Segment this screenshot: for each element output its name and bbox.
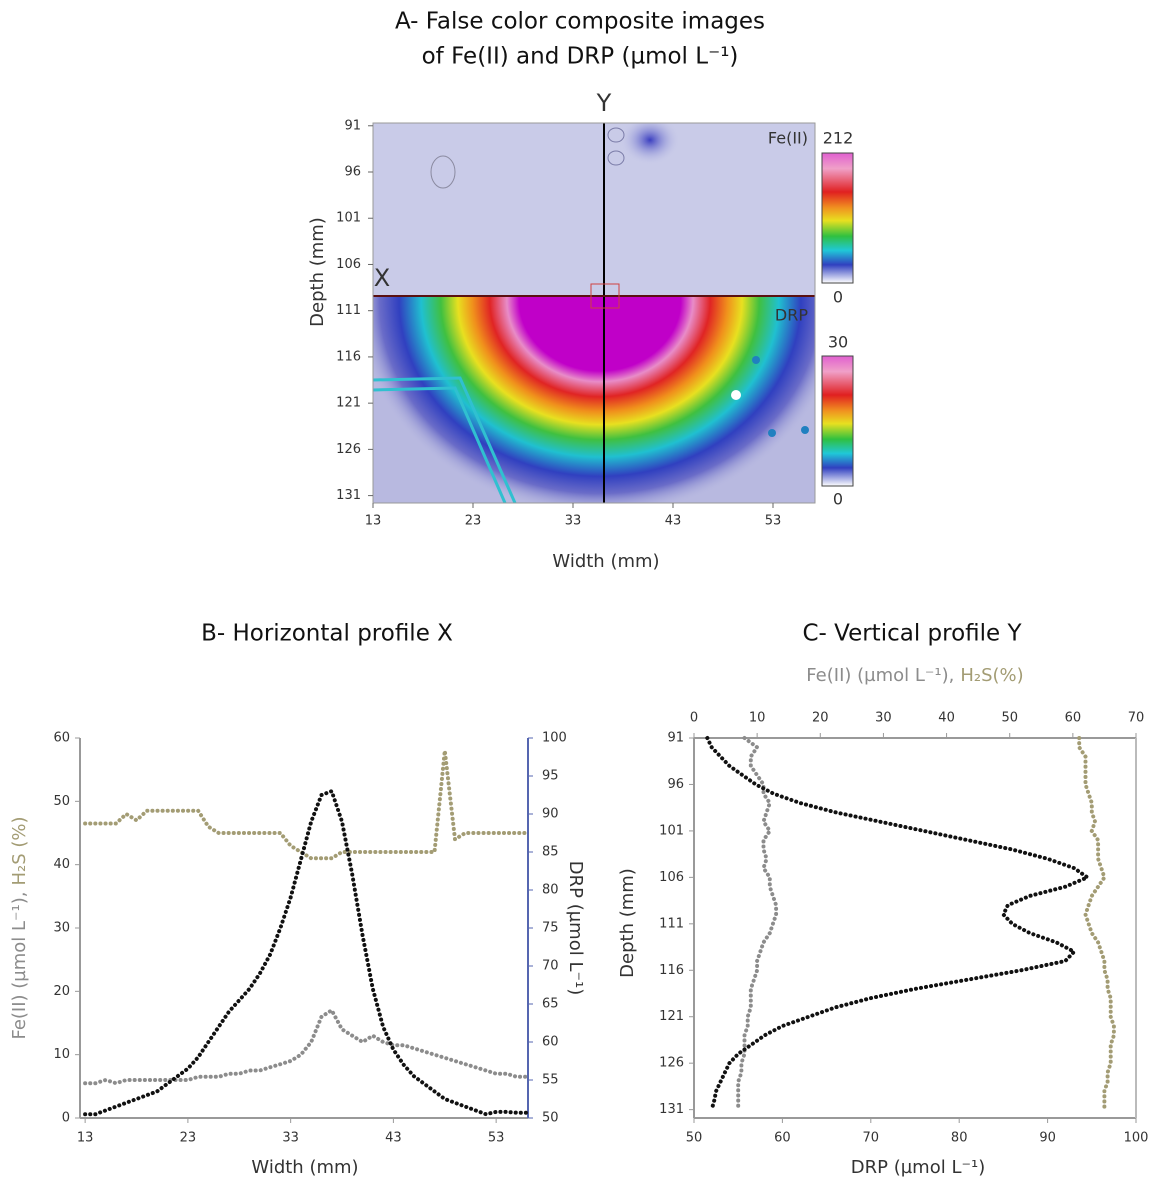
x-tick-label: 33 bbox=[565, 514, 582, 529]
y-tick-label: 111 bbox=[659, 916, 684, 931]
colorbar-min: 0 bbox=[833, 490, 843, 509]
y-axis-label: Depth (mm) bbox=[617, 868, 638, 978]
series-points bbox=[83, 750, 529, 861]
y2-tick-label: 90 bbox=[542, 807, 559, 822]
axis-label-part: H₂S(%) bbox=[960, 665, 1023, 686]
profile-label: X bbox=[374, 264, 390, 292]
x-axis-label: Width (mm) bbox=[251, 1157, 358, 1178]
x2-tick-label: 70 bbox=[1128, 711, 1145, 726]
colorbar bbox=[821, 152, 854, 284]
x-tick-label: 50 bbox=[686, 1131, 703, 1146]
x-tick-label: 80 bbox=[951, 1131, 968, 1146]
y-tick-label: 60 bbox=[53, 731, 70, 746]
y2-tick-label: 100 bbox=[542, 731, 567, 746]
plot-frame bbox=[372, 122, 816, 504]
chart-title: A- False color composite images bbox=[395, 9, 765, 35]
y-tick-label: 91 bbox=[667, 731, 684, 746]
y-tick-label: 126 bbox=[336, 442, 361, 457]
y2-tick-label: 55 bbox=[542, 1073, 559, 1088]
x-tick-label: 43 bbox=[665, 514, 682, 529]
y-tick-label: 106 bbox=[336, 257, 361, 272]
y-tick-label: 96 bbox=[667, 777, 684, 792]
x-tick-label: 43 bbox=[385, 1131, 402, 1146]
y-tick-label: 20 bbox=[53, 984, 70, 999]
x2-tick-label: 0 bbox=[690, 711, 698, 726]
y2-tick-label: 70 bbox=[542, 959, 559, 974]
x-tick-label: 100 bbox=[1124, 1131, 1149, 1146]
colorbar-max: 212 bbox=[823, 129, 854, 148]
x-tick-label: 23 bbox=[465, 514, 482, 529]
chart-title: of Fe(II) and DRP (µmol L⁻¹) bbox=[422, 44, 739, 70]
series-points bbox=[83, 1007, 529, 1086]
y2-axis-label: DRP (µmol L⁻¹) bbox=[565, 861, 586, 995]
axis-label: Fe(II) (µmol L⁻¹), H₂S (%) bbox=[9, 816, 30, 1039]
x-tick-label: 53 bbox=[488, 1131, 505, 1146]
y-tick-label: 106 bbox=[659, 870, 684, 885]
x-axis-label: Width (mm) bbox=[552, 551, 659, 572]
x2-tick-label: 60 bbox=[1065, 711, 1082, 726]
y-tick-label: 126 bbox=[659, 1056, 684, 1071]
y-tick-label: 40 bbox=[53, 857, 70, 872]
y2-tick-label: 85 bbox=[542, 845, 559, 860]
y-tick-label: 96 bbox=[344, 165, 361, 180]
profile-label: Y bbox=[596, 89, 612, 117]
colorbar bbox=[821, 355, 854, 487]
false-color-image bbox=[373, 123, 815, 503]
x-tick-label: 13 bbox=[365, 514, 382, 529]
image-label: Fe(II) bbox=[768, 129, 808, 148]
axis-label: Fe(II) (µmol L⁻¹), H₂S(%) bbox=[806, 665, 1023, 686]
y-tick-label: 101 bbox=[336, 211, 361, 226]
x-tick-label: 13 bbox=[77, 1131, 94, 1146]
x2-tick-label: 50 bbox=[1001, 711, 1018, 726]
axis-label-part: Fe(II) (µmol L⁻¹), bbox=[806, 665, 954, 686]
x2-tick-label: 40 bbox=[938, 711, 955, 726]
y-tick-label: 116 bbox=[336, 349, 361, 364]
series-points bbox=[705, 736, 1092, 1112]
y-tick-label: 50 bbox=[53, 794, 70, 809]
y-tick-label: 121 bbox=[659, 1009, 684, 1024]
series-points bbox=[83, 788, 529, 1117]
y-tick-label: 30 bbox=[53, 921, 70, 936]
y-tick-label: 101 bbox=[659, 823, 684, 838]
x-tick-label: 53 bbox=[765, 514, 782, 529]
y2-tick-label: 75 bbox=[542, 921, 559, 936]
y2-tick-label: 95 bbox=[542, 769, 559, 784]
x-tick-label: 60 bbox=[774, 1131, 791, 1146]
x-tick-label: 23 bbox=[180, 1131, 197, 1146]
chart-title: C- Vertical profile Y bbox=[802, 621, 1022, 647]
colorbar-min: 0 bbox=[833, 288, 843, 307]
colorbar-max: 30 bbox=[828, 333, 848, 352]
axis-label-part: Fe(II) (µmol L⁻¹), bbox=[9, 891, 30, 1039]
y-tick-label: 131 bbox=[659, 1102, 684, 1117]
profile-cross-box bbox=[590, 283, 620, 309]
series-points bbox=[736, 736, 779, 1112]
y-tick-label: 116 bbox=[659, 963, 684, 978]
x-tick-label: 70 bbox=[863, 1131, 880, 1146]
x2-tick-label: 30 bbox=[875, 711, 892, 726]
y-tick-label: 131 bbox=[336, 488, 361, 503]
x2-tick-label: 10 bbox=[749, 711, 766, 726]
x-tick-label: 33 bbox=[282, 1131, 299, 1146]
x-axis-label: DRP (µmol L⁻¹) bbox=[851, 1157, 985, 1178]
y-tick-label: 111 bbox=[336, 303, 361, 318]
y2-tick-label: 80 bbox=[542, 883, 559, 898]
chart-title: B- Horizontal profile X bbox=[201, 621, 453, 647]
y-tick-label: 0 bbox=[62, 1111, 70, 1126]
y-tick-label: 91 bbox=[344, 118, 361, 133]
y-tick-label: 121 bbox=[336, 396, 361, 411]
series-points bbox=[1077, 736, 1116, 1112]
y-tick-label: 10 bbox=[53, 1047, 70, 1062]
y2-tick-label: 50 bbox=[542, 1111, 559, 1126]
y2-tick-label: 65 bbox=[542, 997, 559, 1012]
image-label: DRP bbox=[775, 306, 808, 325]
axis-label-part: H₂S (%) bbox=[9, 816, 30, 885]
y2-tick-label: 60 bbox=[542, 1035, 559, 1050]
y-axis-label: Depth (mm) bbox=[307, 217, 328, 327]
x-tick-label: 90 bbox=[1039, 1131, 1056, 1146]
x2-tick-label: 20 bbox=[812, 711, 829, 726]
